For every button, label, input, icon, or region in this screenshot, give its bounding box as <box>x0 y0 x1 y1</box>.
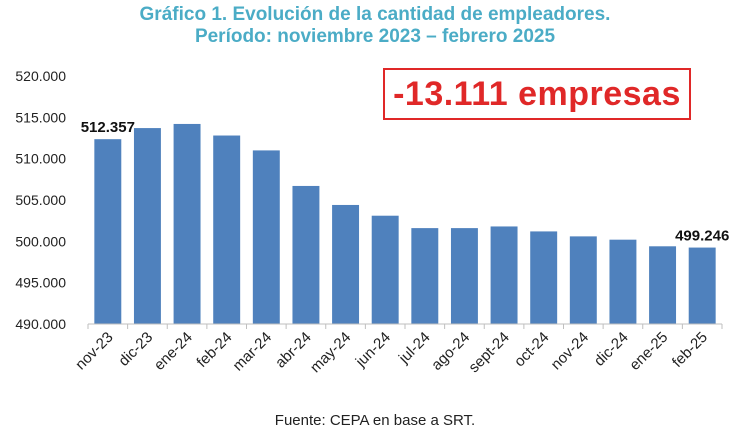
data-label: 512.357 <box>81 119 135 136</box>
x-category-label: dic-24 <box>591 329 632 370</box>
y-tick-label: 505.000 <box>15 192 66 208</box>
x-category-label: jun-24 <box>352 329 394 371</box>
y-tick-label: 520.000 <box>15 68 66 84</box>
bar <box>252 150 280 324</box>
bar <box>173 123 201 325</box>
bar <box>94 139 122 324</box>
bar <box>332 204 360 324</box>
bar <box>292 185 320 324</box>
x-category-label: feb-24 <box>193 329 235 371</box>
y-tick-label: 495.000 <box>15 275 66 291</box>
callout-text: -13.111 empresas <box>393 74 681 113</box>
x-category-label: sept-24 <box>465 329 512 376</box>
bar-chart: 490.000 495.000 500.000 505.000 510.000 515.0… <box>15 68 729 376</box>
bar <box>530 231 558 324</box>
x-category-label: ago-24 <box>428 329 473 374</box>
callout-box: -13.111 empresas <box>383 68 691 120</box>
bar <box>609 239 637 324</box>
chart-title-line2: Período: noviembre 2023 – febrero 2025 <box>194 26 556 47</box>
x-category-label: nov-23 <box>72 329 116 373</box>
y-tick-label: 490.000 <box>15 316 66 332</box>
bar <box>649 246 677 324</box>
y-tick-label: 510.000 <box>15 151 66 167</box>
x-category-label: feb-25 <box>669 329 711 371</box>
bar <box>133 128 161 324</box>
bar <box>688 247 716 324</box>
chart-title-line1: Gráfico 1. Evolución de la cantidad de e… <box>139 4 611 25</box>
bar <box>569 236 597 324</box>
x-category-label: may-24 <box>307 329 354 376</box>
bar <box>490 226 518 324</box>
bar <box>450 228 478 324</box>
x-category-label: mar-24 <box>230 329 276 375</box>
x-category-label: dic-23 <box>115 329 156 370</box>
bar <box>213 135 241 324</box>
x-category-label: oct-24 <box>511 329 553 371</box>
source-note: Fuente: CEPA en base a SRT. <box>274 412 476 429</box>
x-category-label: ene-24 <box>151 329 196 374</box>
x-category-label: nov-24 <box>548 329 592 373</box>
bar <box>411 228 439 324</box>
data-label: 499.246 <box>675 228 729 245</box>
chart-title: Gráfico 1. Evolución de la cantidad de e… <box>0 4 750 48</box>
x-category-label: ene-25 <box>626 329 671 374</box>
y-tick-label: 500.000 <box>15 233 66 249</box>
bar <box>371 215 399 324</box>
y-tick-label: 515.000 <box>15 109 66 125</box>
